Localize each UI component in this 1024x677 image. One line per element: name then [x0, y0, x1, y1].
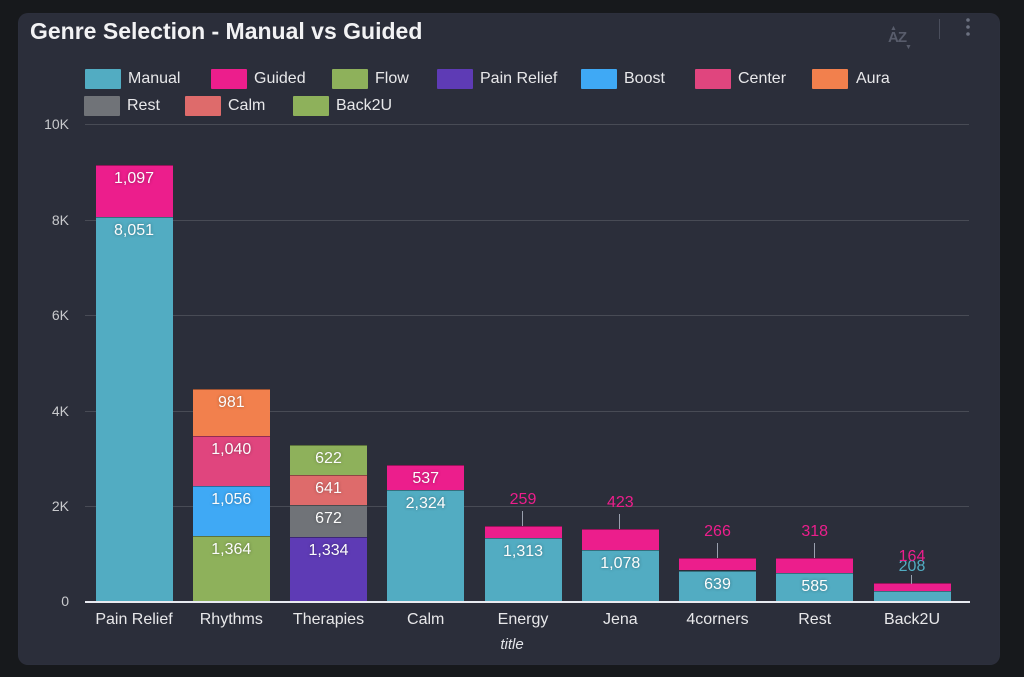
svg-text:▼: ▼: [905, 44, 911, 50]
svg-text:AZ: AZ: [888, 29, 907, 46]
